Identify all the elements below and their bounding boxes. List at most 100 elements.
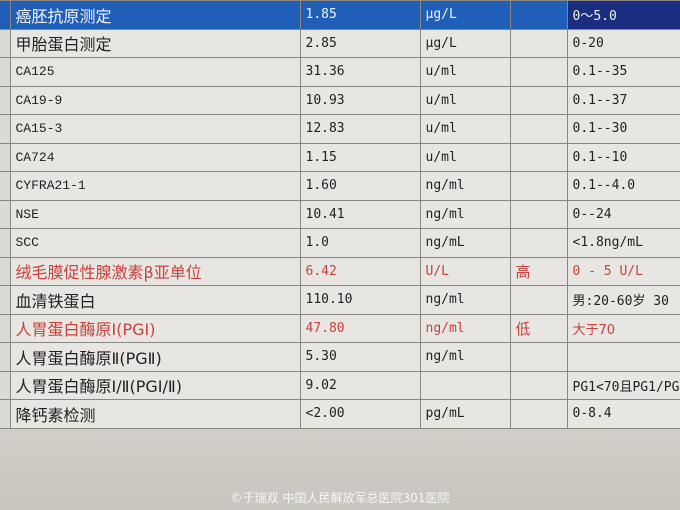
table-row[interactable]: 血清铁蛋白 110.10 ng/ml 男:20-60岁 30 xyxy=(0,285,680,315)
reference-range-cell: 0.1--10 xyxy=(566,142,680,172)
table-row[interactable]: 人胃蛋白酶原Ⅰ(PGⅠ) 47.80 ng/ml 低 大于70 xyxy=(0,313,680,343)
test-name-cell[interactable]: CA19-9 xyxy=(9,85,301,115)
row-gutter xyxy=(0,85,11,115)
unit-cell: ng/mL xyxy=(419,228,511,258)
result-value-cell[interactable]: 10.41 xyxy=(299,199,421,229)
reference-range-cell: 0-8.4 xyxy=(566,399,680,429)
test-name-cell[interactable]: 甲胎蛋白测定 xyxy=(9,28,301,58)
reference-range-cell: 0-20 xyxy=(566,28,680,58)
watermark: ©于瑞双 中国人民解放军总医院301医院 xyxy=(230,491,450,505)
table-row[interactable]: CA19-9 10.93 u/ml 0.1--37 xyxy=(0,85,680,115)
row-gutter xyxy=(0,256,11,286)
table-row[interactable]: SCC 1.0 ng/mL <1.8ng/mL xyxy=(0,228,680,258)
row-gutter xyxy=(0,285,11,315)
unit-cell: u/ml xyxy=(419,85,511,115)
unit-cell: ng/ml xyxy=(419,199,511,229)
table-row[interactable]: 癌胚抗原测定 1.85 μg/L 0～5.0 xyxy=(0,0,680,30)
row-gutter xyxy=(0,313,11,343)
flag-cell xyxy=(509,370,568,400)
flag-cell xyxy=(509,228,568,258)
test-name-cell[interactable]: CA724 xyxy=(9,142,301,172)
unit-cell: pg/mL xyxy=(419,399,511,429)
row-gutter xyxy=(0,399,11,429)
flag-cell xyxy=(509,399,568,429)
row-gutter xyxy=(0,142,11,172)
test-name-cell[interactable]: 降钙素检测 xyxy=(9,399,301,429)
reference-range-cell: 0 - 5 U/L xyxy=(566,256,680,286)
test-name-cell[interactable]: NSE xyxy=(9,199,301,229)
table-row[interactable]: CA15-3 12.83 u/ml 0.1--30 xyxy=(0,114,680,144)
lab-results-table: 癌胚抗原测定 1.85 μg/L 0～5.0 甲胎蛋白测定 2.85 μg/L … xyxy=(0,0,680,429)
row-gutter xyxy=(0,342,11,372)
row-gutter xyxy=(0,228,11,258)
result-value-cell[interactable]: 5.30 xyxy=(299,342,421,372)
unit-cell: u/ml xyxy=(419,57,511,87)
row-gutter xyxy=(0,57,11,87)
flag-cell xyxy=(509,85,568,115)
table-row[interactable]: CA125 31.36 u/ml 0.1--35 xyxy=(0,57,680,87)
unit-cell: μg/L xyxy=(419,28,511,58)
unit-cell: u/ml xyxy=(419,114,511,144)
flag-cell xyxy=(509,57,568,87)
result-value-cell[interactable]: 10.93 xyxy=(299,85,421,115)
table-row[interactable]: CYFRA21-1 1.60 ng/ml 0.1--4.0 xyxy=(0,171,680,201)
flag-cell xyxy=(509,342,568,372)
flag-cell xyxy=(509,199,568,229)
reference-range-cell: 男:20-60岁 30 xyxy=(566,285,680,315)
test-name-cell[interactable]: 绒毛膜促性腺激素β亚单位 xyxy=(9,256,301,286)
test-name-cell[interactable]: CYFRA21-1 xyxy=(9,171,301,201)
flag-cell xyxy=(509,285,568,315)
result-value-cell[interactable]: 9.02 xyxy=(299,370,421,400)
reference-range-cell: 0～5.0 xyxy=(566,0,680,30)
table-row[interactable]: 降钙素检测 <2.00 pg/mL 0-8.4 xyxy=(0,399,680,429)
unit-cell: ng/ml xyxy=(419,313,511,343)
reference-range-cell xyxy=(566,342,680,372)
reference-range-cell: 0--24 xyxy=(566,199,680,229)
flag-cell xyxy=(509,142,568,172)
result-value-cell[interactable]: 110.10 xyxy=(299,285,421,315)
table-row[interactable]: NSE 10.41 ng/ml 0--24 xyxy=(0,199,680,229)
test-name-cell[interactable]: 血清铁蛋白 xyxy=(9,285,301,315)
flag-cell xyxy=(509,0,568,30)
test-name-cell[interactable]: 人胃蛋白酶原Ⅱ(PGⅡ) xyxy=(9,342,301,372)
result-value-cell[interactable]: 1.60 xyxy=(299,171,421,201)
unit-cell: U/L xyxy=(419,256,511,286)
table-row[interactable]: 绒毛膜促性腺激素β亚单位 6.42 U/L 高 0 - 5 U/L xyxy=(0,256,680,286)
row-gutter xyxy=(0,171,11,201)
table-row[interactable]: 甲胎蛋白测定 2.85 μg/L 0-20 xyxy=(0,28,680,58)
result-value-cell[interactable]: <2.00 xyxy=(299,399,421,429)
unit-cell: ng/ml xyxy=(419,342,511,372)
result-value-cell[interactable]: 12.83 xyxy=(299,114,421,144)
unit-cell xyxy=(419,370,511,400)
unit-cell: ng/ml xyxy=(419,285,511,315)
unit-cell: μg/L xyxy=(419,0,511,30)
result-value-cell[interactable]: 1.0 xyxy=(299,228,421,258)
flag-cell: 高 xyxy=(509,256,568,286)
row-gutter xyxy=(0,0,11,30)
result-value-cell[interactable]: 6.42 xyxy=(299,256,421,286)
unit-cell: u/ml xyxy=(419,142,511,172)
row-gutter xyxy=(0,114,11,144)
unit-cell: ng/ml xyxy=(419,171,511,201)
reference-range-cell: 0.1--4.0 xyxy=(566,171,680,201)
result-value-cell[interactable]: 2.85 xyxy=(299,28,421,58)
test-name-cell[interactable]: CA125 xyxy=(9,57,301,87)
reference-range-cell: 0.1--37 xyxy=(566,85,680,115)
flag-cell: 低 xyxy=(509,313,568,343)
table-row[interactable]: 人胃蛋白酶原Ⅰ/Ⅱ(PGⅠ/Ⅱ) 9.02 PG1<70且PG1/PG xyxy=(0,370,680,400)
test-name-cell[interactable]: 癌胚抗原测定 xyxy=(9,0,301,30)
flag-cell xyxy=(509,114,568,144)
test-name-cell[interactable]: 人胃蛋白酶原Ⅰ(PGⅠ) xyxy=(9,313,301,343)
result-value-cell[interactable]: 31.36 xyxy=(299,57,421,87)
row-gutter xyxy=(0,370,11,400)
table-row[interactable]: 人胃蛋白酶原Ⅱ(PGⅡ) 5.30 ng/ml xyxy=(0,342,680,372)
flag-cell xyxy=(509,28,568,58)
test-name-cell[interactable]: CA15-3 xyxy=(9,114,301,144)
result-value-cell[interactable]: 1.15 xyxy=(299,142,421,172)
test-name-cell[interactable]: SCC xyxy=(9,228,301,258)
flag-cell xyxy=(509,171,568,201)
result-value-cell[interactable]: 47.80 xyxy=(299,313,421,343)
result-value-cell[interactable]: 1.85 xyxy=(299,0,421,30)
table-row[interactable]: CA724 1.15 u/ml 0.1--10 xyxy=(0,142,680,172)
test-name-cell[interactable]: 人胃蛋白酶原Ⅰ/Ⅱ(PGⅠ/Ⅱ) xyxy=(9,370,301,400)
